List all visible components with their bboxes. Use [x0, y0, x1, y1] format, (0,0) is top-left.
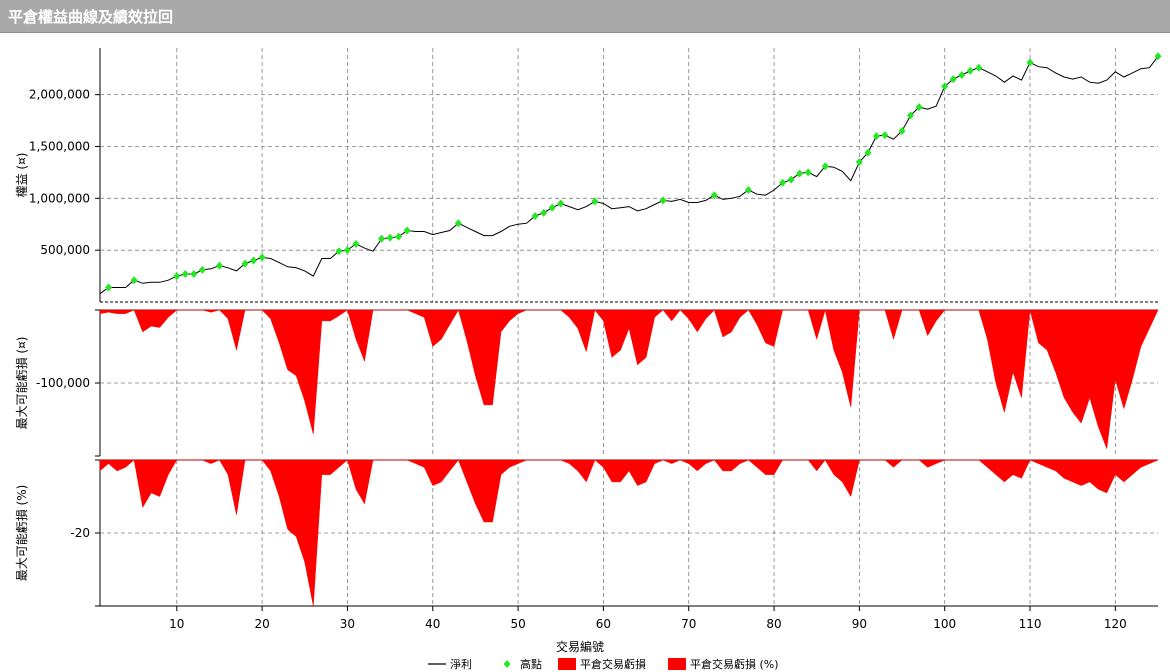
high-point-marker	[198, 265, 206, 274]
drawdown-area	[99, 459, 1159, 607]
high-point-marker	[190, 270, 198, 279]
legend-label: 淨利	[450, 658, 472, 671]
high-point-marker	[591, 197, 599, 206]
high-point-marker	[864, 148, 872, 157]
legend-item: 平倉交易虧損	[558, 657, 646, 671]
high-point-marker	[881, 131, 889, 140]
x-tick-label: 80	[766, 617, 781, 631]
high-point-marker	[403, 226, 411, 235]
legend-item: 淨利	[428, 658, 472, 671]
y-tick-label: 2,000,000	[29, 88, 90, 102]
high-point-marker	[395, 232, 403, 241]
high-point-marker	[949, 75, 957, 84]
high-point-marker	[454, 219, 462, 228]
x-tick-label: 30	[340, 617, 355, 631]
high-point-marker	[531, 211, 539, 220]
x-tick-label: 70	[681, 617, 696, 631]
high-point-marker	[181, 270, 189, 279]
high-point-marker	[975, 63, 983, 72]
high-point-marker	[548, 203, 556, 212]
y-axis-label: 權益 (¤)	[15, 153, 29, 198]
legend-box-swatch	[668, 658, 686, 670]
high-point-marker	[130, 276, 138, 285]
high-point-marker	[779, 178, 787, 187]
high-point-marker	[335, 247, 343, 256]
drawdown-percent-panel: -20 最大可能虧損 (%)	[14, 459, 1159, 607]
legend-item: 平倉交易虧損 (%)	[668, 657, 779, 671]
y-tick-label: 1,500,000	[29, 139, 90, 153]
x-tick-label: 90	[852, 617, 867, 631]
high-point-marker	[855, 158, 863, 167]
high-point-marker	[173, 272, 181, 281]
y-tick-label: 1,000,000	[29, 191, 90, 205]
high-point-marker	[557, 199, 565, 208]
legend-label: 平倉交易虧損 (%)	[690, 657, 779, 671]
high-point-marker	[907, 111, 915, 120]
high-point-marker	[352, 239, 360, 248]
legend-box-swatch	[558, 658, 576, 670]
high-point-marker	[343, 246, 351, 255]
y-tick-label: -20	[70, 526, 90, 540]
y-axis-label: 最大可能虧損 (¤)	[14, 337, 29, 430]
x-tick-label: 50	[510, 617, 525, 631]
y-tick-label: 500,000	[40, 243, 90, 257]
high-point-marker	[1026, 58, 1034, 67]
high-point-marker	[386, 233, 394, 242]
x-tick-label: 110	[1019, 617, 1042, 631]
high-point-marker	[787, 175, 795, 184]
high-point-marker	[915, 103, 923, 112]
high-point-marker	[796, 169, 804, 178]
high-point-marker	[898, 126, 906, 135]
x-axis: 10 20 30 40 50 60 70 80 90 100 110 120	[100, 605, 1158, 631]
y-tick-label: -100,000	[36, 376, 90, 390]
x-tick-label: 60	[596, 617, 611, 631]
legend-item: 高點	[503, 657, 542, 671]
legend-diamond-swatch	[503, 660, 511, 668]
high-point-marker	[659, 196, 667, 205]
x-axis-label: 交易編號	[556, 639, 604, 654]
x-tick-label: 120	[1104, 617, 1127, 631]
window-title-bar: 平倉權益曲線及績效拉回	[0, 0, 1170, 33]
x-tick-label: 40	[425, 617, 440, 631]
equity-panel: 500,000 1,000,000 1,500,000 2,000,000 權益 (¤)	[15, 48, 1162, 303]
high-point-marker	[744, 186, 752, 195]
high-point-marker	[821, 162, 829, 171]
high-point-marker	[958, 70, 966, 79]
high-point-marker	[710, 191, 718, 200]
x-tick-label: 10	[169, 617, 184, 631]
legend-label: 高點	[520, 657, 542, 671]
high-point-marker	[804, 168, 812, 177]
equity-drawdown-chart: 500,000 1,000,000 1,500,000 2,000,000 權益 (¤)…	[14, 48, 1162, 654]
drawdown-amount-panel: -100,000 最大可能虧損 (¤)	[14, 309, 1159, 457]
high-point-marker	[378, 234, 386, 243]
chart-legend: 淨利 高點 平倉交易虧損 平倉交易虧損 (%)	[428, 657, 779, 671]
high-point-marker	[1154, 52, 1162, 61]
high-point-marker	[215, 261, 223, 270]
high-point-marker	[941, 82, 949, 91]
high-point-marker	[966, 66, 974, 75]
y-axis-label: 最大可能虧損 (%)	[14, 485, 29, 582]
x-tick-label: 100	[933, 617, 956, 631]
high-point-marker	[258, 253, 266, 262]
x-tick-label: 20	[254, 617, 269, 631]
legend-label: 平倉交易虧損	[580, 657, 646, 671]
drawdown-area	[99, 309, 1159, 449]
high-point-marker	[105, 283, 113, 292]
high-point-marker	[241, 259, 249, 268]
net-profit-line	[99, 56, 1159, 295]
high-point-marker	[872, 132, 880, 141]
high-point-marker	[540, 208, 548, 217]
window-title: 平倉權益曲線及績效拉回	[8, 8, 174, 26]
high-point-marker	[250, 256, 258, 265]
